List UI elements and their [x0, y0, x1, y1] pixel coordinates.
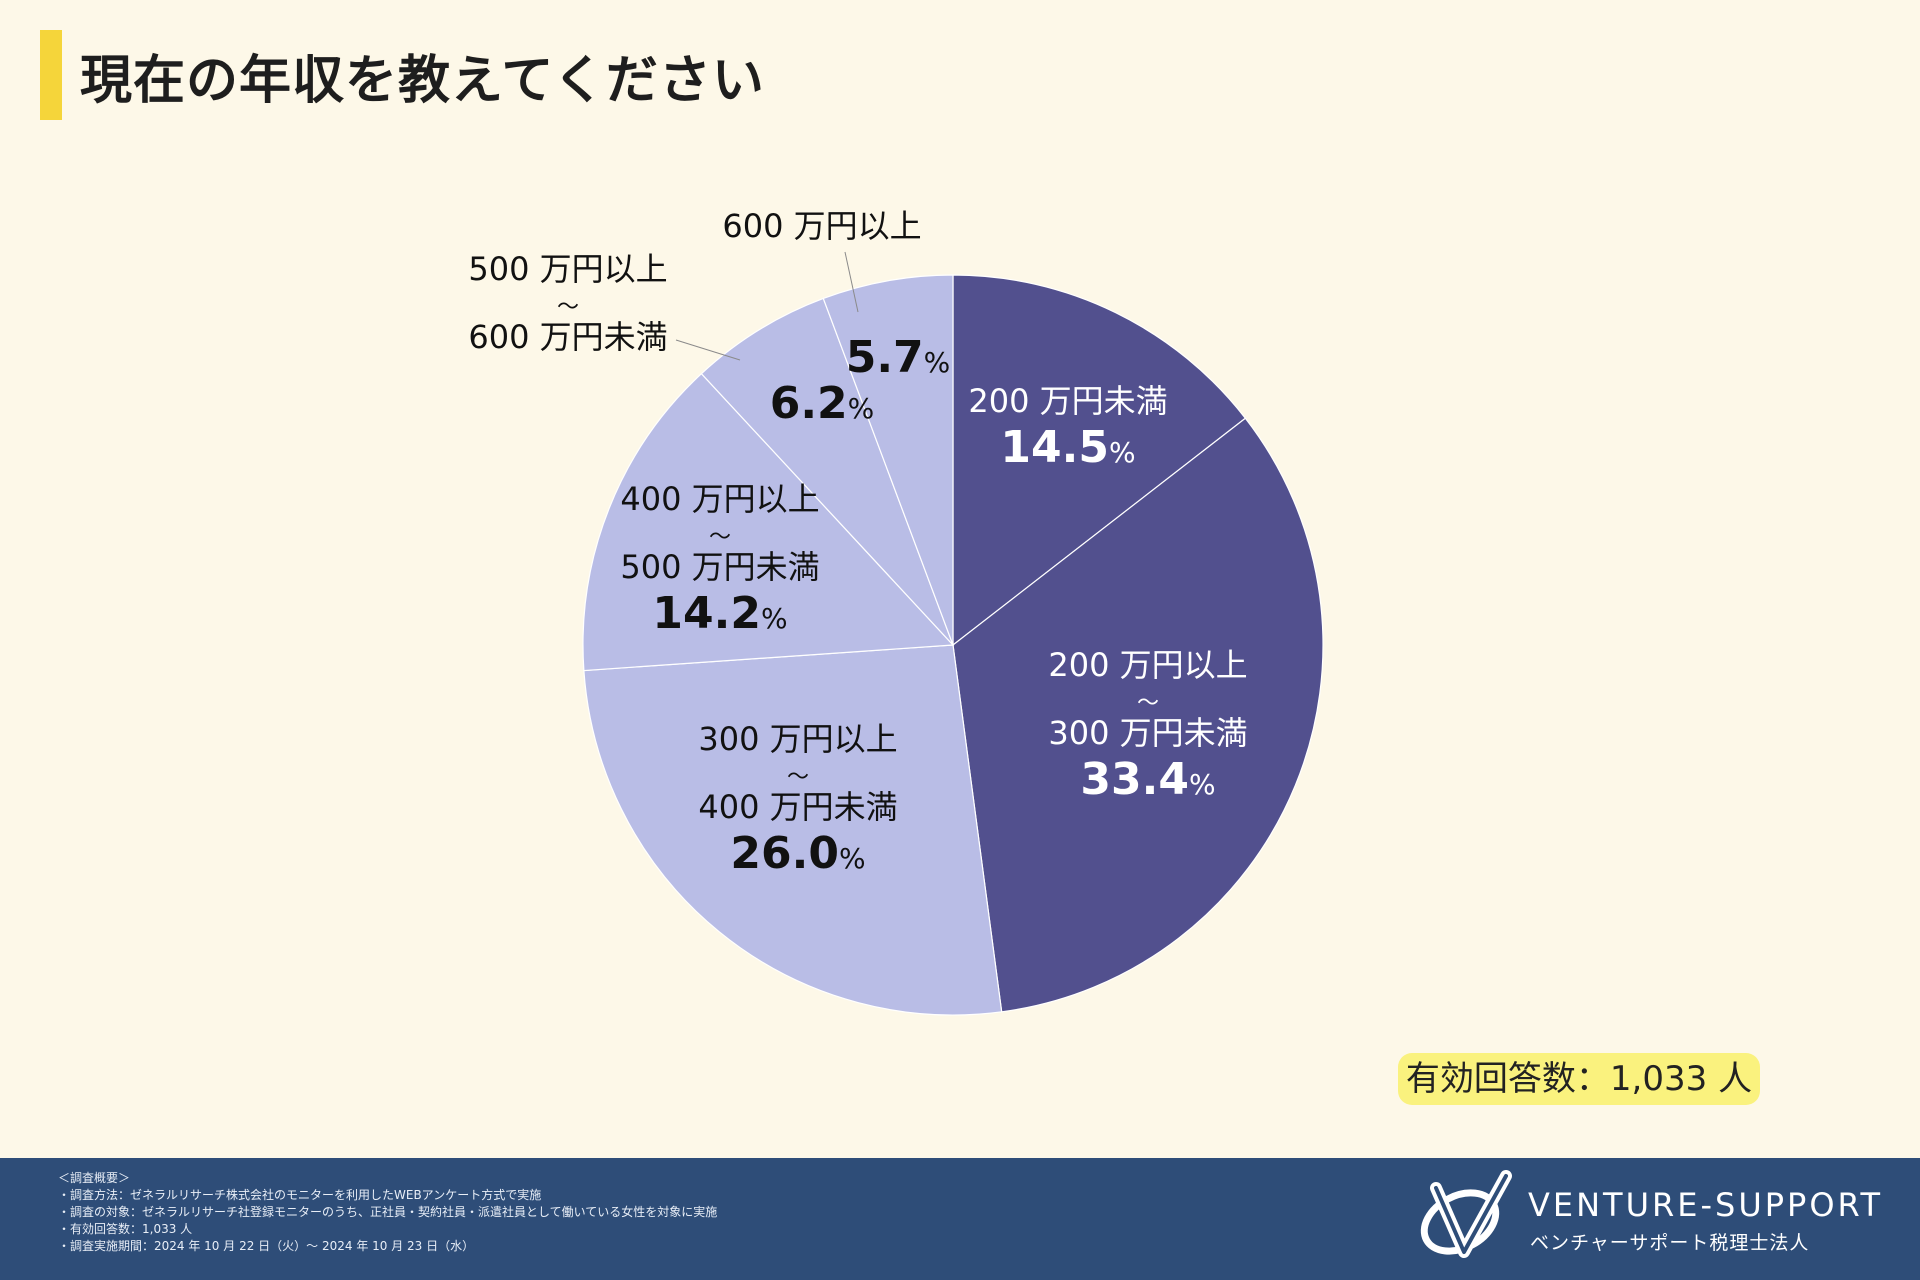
pie-slice [822, 274, 954, 646]
pie-slice [952, 417, 1324, 1013]
brand-subtitle: ベンチャーサポート税理士法人 [1530, 1232, 1810, 1254]
pie-slice [583, 644, 1003, 1016]
survey-note-line: ＜調査概要＞ [58, 1171, 131, 1185]
slice-category-label: 300 万円以上〜 400 万円未満 [698, 720, 897, 826]
page-title: 現在の年収を教えてください [80, 51, 765, 111]
slice-category-label: 200 万円以上〜 300 万円未満 [1048, 646, 1247, 752]
pie-slice [700, 297, 954, 646]
survey-note-line: ・調査実施期間：2024 年 10 月 22 日（火）〜 2024 年 10 月… [58, 1239, 475, 1253]
slice-category-label: 200 万円未満 [968, 382, 1167, 420]
slice-value-label: 14.5% [1000, 422, 1135, 473]
slice-category-label: 400 万円以上〜 500 万円未満 [620, 480, 819, 586]
survey-notes: ＜調査概要＞ ・調査方法：ゼネラルリサーチ株式会社のモニターを利用したWEBアン… [58, 1170, 717, 1255]
pie-slice [582, 372, 955, 672]
survey-note-line: ・調査の対象：ゼネラルリサーチ社登録モニターのうち、正社員・契約社員・派遣社員と… [58, 1205, 718, 1219]
survey-note-line: ・調査方法：ゼネラルリサーチ株式会社のモニターを利用したWEBアンケート方式で実… [58, 1188, 542, 1202]
title-accent-bar [40, 30, 62, 120]
slice-value-label: 26.0% [730, 828, 865, 879]
slice-value-label: 6.2% [770, 378, 875, 429]
slice-category-label: 600 万円以上 [722, 207, 921, 245]
footer: ＜調査概要＞ ・調査方法：ゼネラルリサーチ株式会社のモニターを利用したWEBアン… [0, 1158, 1920, 1280]
slice-value-label: 33.4% [1080, 754, 1215, 805]
leader-line [844, 251, 859, 313]
survey-note-line: ・有効回答数：1,033 人 [58, 1222, 193, 1236]
venture-support-logo-icon [1420, 1170, 1512, 1258]
brand-name: VENTURE-SUPPORT [1528, 1186, 1883, 1224]
pie-slice [952, 274, 1247, 647]
respondents-badge: 有効回答数：1,033 人 [1398, 1053, 1760, 1105]
slice-value-label: 5.7% [846, 332, 951, 383]
slice-value-label: 14.2% [652, 588, 787, 639]
leader-line [675, 339, 741, 361]
slice-category-label: 500 万円以上〜 600 万円未満 [468, 250, 667, 356]
